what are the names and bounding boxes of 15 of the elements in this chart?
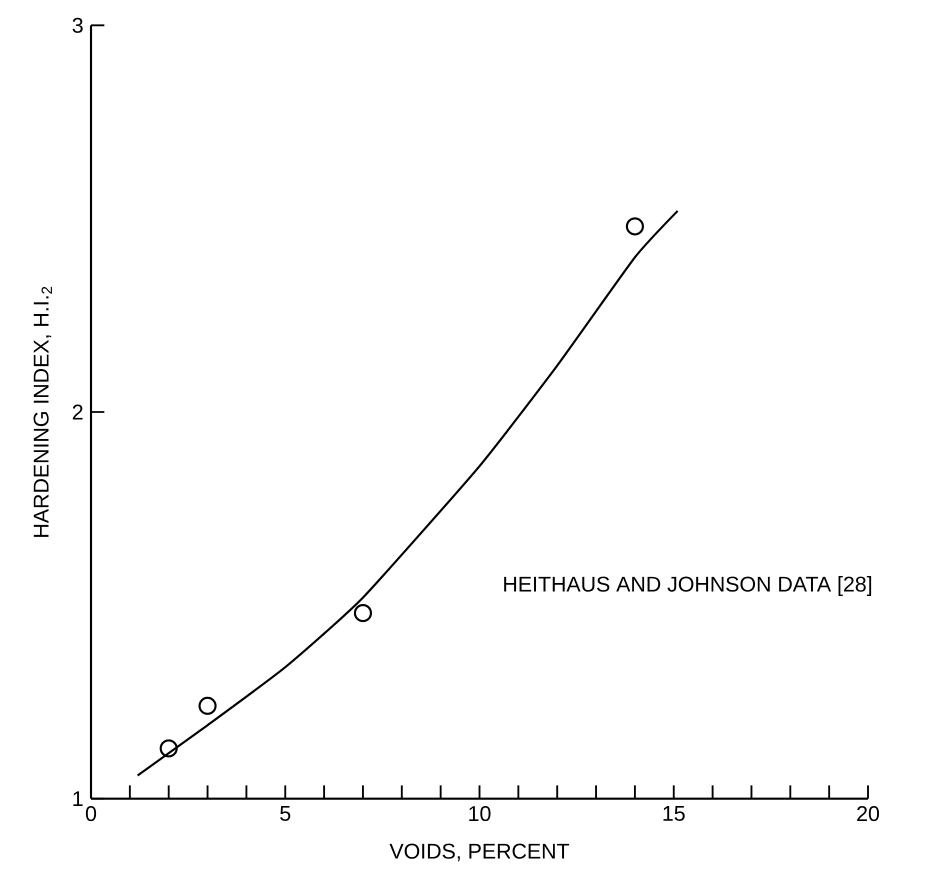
x-axis-title: VOIDS, PERCENT xyxy=(390,844,570,862)
x-tick-label: 20 xyxy=(857,806,880,822)
annotation: HEITHAUS AND JOHNSON DATA [28] xyxy=(504,576,872,596)
x-tick-label: 10 xyxy=(469,806,491,822)
point xyxy=(626,217,644,236)
x-tick-label: 0 xyxy=(86,806,96,822)
x-tick-label: 5 xyxy=(280,806,290,821)
point xyxy=(354,604,372,622)
point xyxy=(198,696,217,715)
y-axis-title: HARDENING INDEX, H.I.$_{2}$ xyxy=(34,286,52,537)
y-tick-label: 2 xyxy=(72,404,83,420)
point xyxy=(160,739,178,758)
y-tick-label: 3 xyxy=(72,18,83,33)
y-tick-label: 1 xyxy=(73,791,83,806)
x-tick-label: 15 xyxy=(664,806,685,821)
